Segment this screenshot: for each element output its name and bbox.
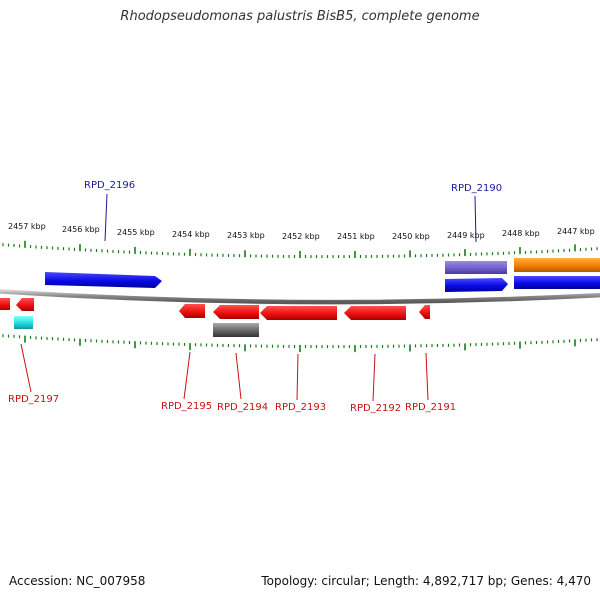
gene-label-rpd-2192[interactable]: RPD_2192 bbox=[350, 403, 401, 414]
gene-label-rpd-2191[interactable]: RPD_2191 bbox=[405, 402, 456, 413]
feature-rpd-2192[interactable] bbox=[344, 306, 406, 320]
feature-orange[interactable] bbox=[514, 258, 600, 272]
gene-labels: RPD_2196 RPD_2190 RPD_2197 RPD_2195 RPD_… bbox=[8, 180, 502, 414]
feature-cyan[interactable] bbox=[14, 316, 33, 329]
outer-scale-ticks bbox=[2, 240, 598, 259]
gene-label-rpd-2197[interactable]: RPD_2197 bbox=[8, 394, 59, 405]
scale-label: 2451 kbp bbox=[337, 232, 375, 241]
leader-rpd-2191 bbox=[425, 352, 429, 401]
gene-label-rpd-2190[interactable]: RPD_2190 bbox=[451, 183, 502, 194]
feature-rpd-2193[interactable] bbox=[260, 306, 337, 320]
accession-text: Accession: NC_007958 bbox=[9, 574, 146, 588]
leader-rpd-2192 bbox=[372, 353, 376, 402]
gene-label-rpd-2193[interactable]: RPD_2193 bbox=[275, 402, 326, 413]
feature-rpd-2197[interactable] bbox=[16, 298, 34, 311]
scale-label: 2454 kbp bbox=[172, 230, 210, 239]
feature-rpd-2191[interactable] bbox=[419, 305, 430, 319]
scale-label: 2456 kbp bbox=[62, 225, 100, 234]
leader-rpd-2196 bbox=[104, 193, 108, 242]
scale-label: 2450 kbp bbox=[392, 232, 430, 241]
leader-rpd-2190 bbox=[474, 195, 477, 243]
reverse-strand-features bbox=[0, 298, 430, 337]
genome-summary-text: Topology: circular; Length: 4,892,717 bp… bbox=[261, 574, 591, 588]
feature-red-left-edge[interactable] bbox=[0, 298, 10, 310]
gene-label-rpd-2195[interactable]: RPD_2195 bbox=[161, 401, 212, 412]
inner-scale-ticks bbox=[2, 334, 598, 353]
feature-rpd-2190[interactable] bbox=[445, 278, 508, 292]
leader-rpd-2193 bbox=[296, 353, 299, 401]
feature-purple[interactable] bbox=[445, 261, 507, 274]
scale-labels: 2457 kbp 2456 kbp 2455 kbp 2454 kbp 2453… bbox=[8, 222, 595, 241]
scale-label: 2449 kbp bbox=[447, 231, 485, 240]
leader-rpd-2195 bbox=[183, 351, 191, 400]
scale-label: 2457 kbp bbox=[8, 222, 46, 231]
scale-label: 2455 kbp bbox=[117, 228, 155, 237]
scale-label: 2447 kbp bbox=[557, 227, 595, 236]
scale-label: 2453 kbp bbox=[227, 231, 265, 240]
leader-rpd-2194 bbox=[235, 352, 242, 400]
genome-backbone bbox=[0, 289, 600, 305]
label-leader-lines bbox=[20, 193, 477, 402]
feature-rpd-2196[interactable] bbox=[45, 272, 162, 288]
scale-label: 2452 kbp bbox=[282, 232, 320, 241]
map-title: Rhodopseudomonas palustris BisB5, comple… bbox=[120, 9, 480, 24]
feature-gray[interactable] bbox=[213, 323, 259, 337]
feature-blue-right[interactable] bbox=[514, 276, 600, 289]
forward-strand-features bbox=[45, 258, 600, 292]
scale-label: 2448 kbp bbox=[502, 229, 540, 238]
feature-rpd-2194[interactable] bbox=[213, 305, 259, 319]
feature-rpd-2195[interactable] bbox=[179, 304, 205, 318]
gene-label-rpd-2196[interactable]: RPD_2196 bbox=[84, 180, 135, 191]
gene-label-rpd-2194[interactable]: RPD_2194 bbox=[217, 402, 268, 413]
leader-rpd-2197 bbox=[20, 343, 32, 393]
